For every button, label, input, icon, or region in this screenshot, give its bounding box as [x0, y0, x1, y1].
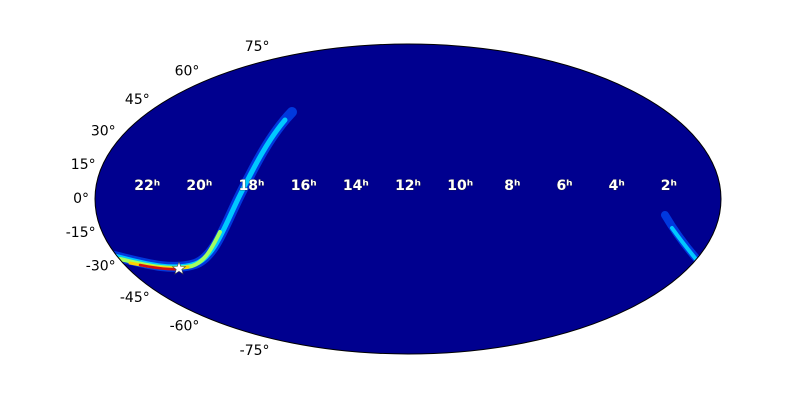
y-tick-label: 60° — [175, 63, 200, 79]
y-tick-label: -15° — [66, 225, 96, 241]
sky-border — [94, 43, 722, 355]
x-tick-label: 10ʰ — [447, 178, 473, 194]
y-tick-label: -60° — [170, 319, 200, 335]
x-tick-label: 20ʰ — [186, 178, 212, 194]
y-tick-label: 0° — [73, 191, 89, 207]
probability-band — [105, 107, 709, 272]
source-marker — [171, 261, 187, 275]
x-tick-label: 12ʰ — [395, 178, 421, 194]
y-tick-label: 75° — [245, 39, 270, 55]
x-tick-label: 4ʰ — [609, 178, 625, 194]
x-tick-label: 16ʰ — [291, 178, 317, 194]
x-tick-label: 18ʰ — [239, 178, 265, 194]
x-tick-label: 22ʰ — [134, 178, 160, 194]
x-tick-label: 8ʰ — [504, 178, 520, 194]
sky-background — [95, 44, 721, 354]
y-tick-label: -75° — [240, 343, 270, 359]
y-tick-label: 30° — [91, 124, 116, 140]
x-tick-label: 14ʰ — [343, 178, 369, 194]
y-tick-label: -30° — [86, 258, 116, 274]
y-tick-label: 15° — [71, 157, 96, 173]
x-tick-label: 6ʰ — [556, 178, 572, 194]
y-tick-label: -45° — [120, 290, 150, 306]
x-tick-label: 2ʰ — [661, 178, 677, 194]
y-tick-label: 45° — [125, 92, 150, 108]
